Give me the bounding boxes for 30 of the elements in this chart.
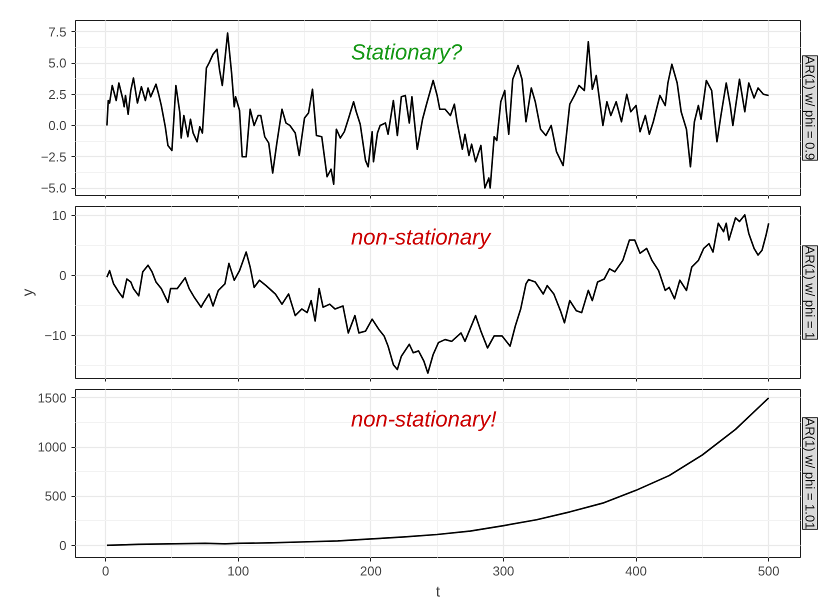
line-series — [106, 32, 770, 189]
annotation: non-stationary! — [351, 406, 497, 432]
y-tick-label: 1000 — [38, 440, 66, 455]
x-tick-label: 400 — [625, 564, 647, 578]
y-tick-label: −5.0 — [40, 180, 67, 196]
y-tick-label: 5.0 — [48, 56, 67, 70]
y-tick-label: 0 — [59, 268, 67, 283]
x-tick-label: 300 — [492, 564, 514, 578]
y-tick-label: 7.5 — [48, 24, 67, 40]
y-tick-label: −2.5 — [40, 149, 67, 164]
text: AR(1) w/ phi = 1 — [802, 246, 818, 340]
y-tick-label: 500 — [44, 488, 67, 504]
x-axis-title: t — [436, 584, 441, 600]
line-series — [106, 214, 770, 374]
y-tick-label: 1500 — [38, 390, 66, 406]
y-tick-label: −10 — [44, 328, 67, 343]
annotation: Stationary? — [351, 39, 464, 64]
x-tick-label: 200 — [360, 564, 382, 578]
y-tick-label: 10 — [52, 208, 67, 223]
y-axis-title: y — [19, 288, 36, 296]
x-tick-label: 0 — [102, 564, 110, 578]
y-tick-label: 0 — [59, 538, 67, 553]
y-tick-label: 2.5 — [48, 86, 67, 102]
annotation: non-stationary — [351, 224, 492, 250]
text: AR(1) w/ phi = 1.01 — [802, 418, 818, 530]
y-tick-label: 0.0 — [48, 118, 67, 133]
x-tick-label: 500 — [758, 564, 780, 578]
text: AR(1) w/ phi = 0.9 — [802, 56, 818, 160]
line-series — [106, 397, 770, 546]
x-tick-label: 100 — [227, 564, 250, 578]
